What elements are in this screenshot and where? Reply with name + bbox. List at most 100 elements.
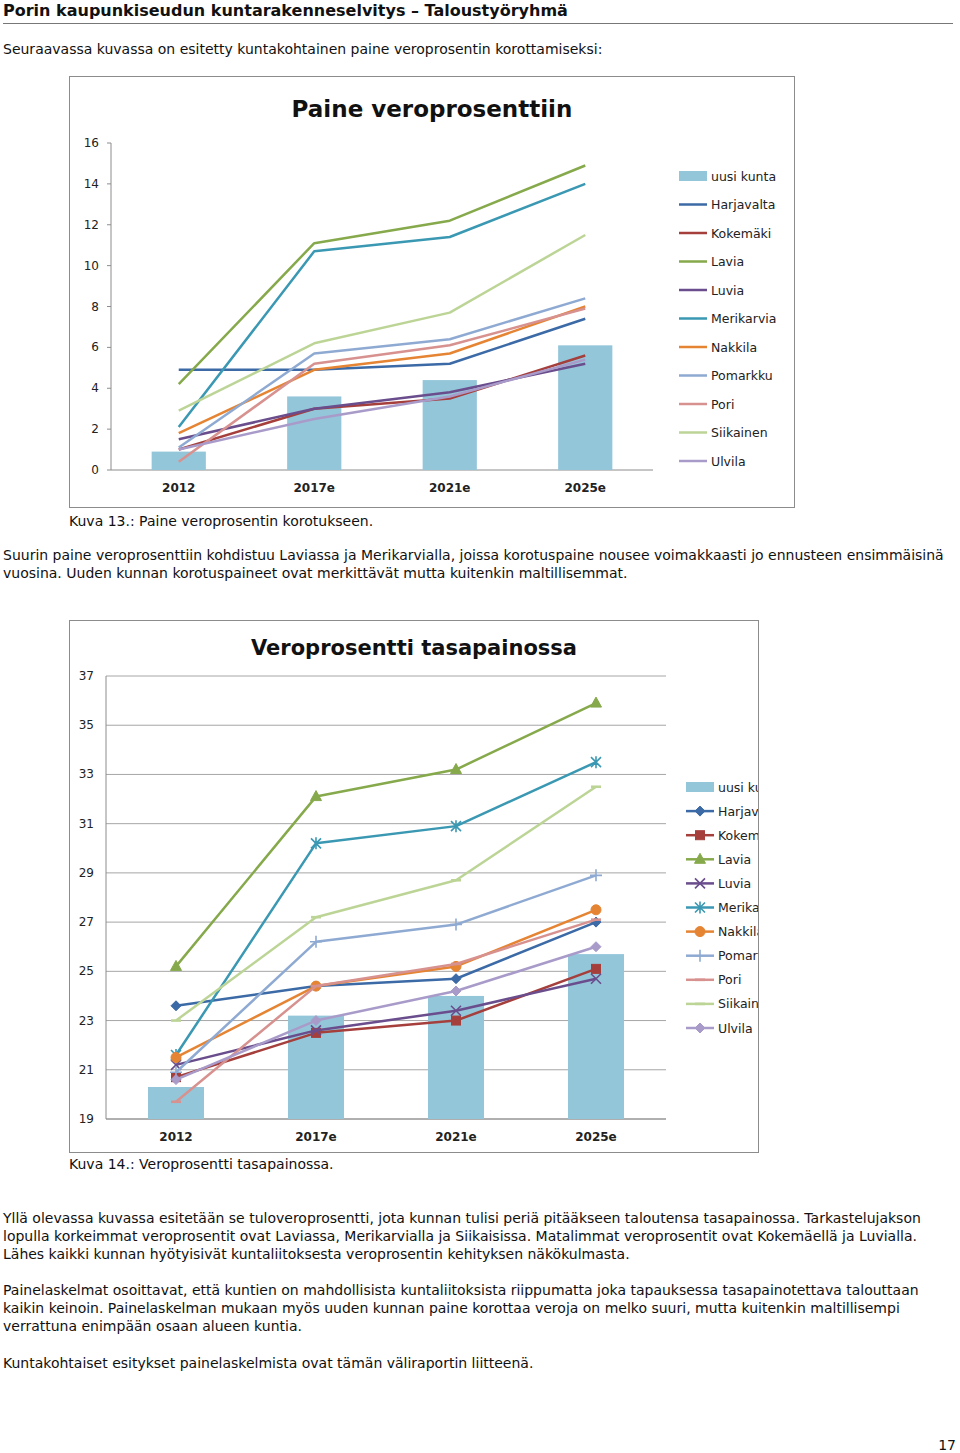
x-tick-label: 2017e [293, 481, 335, 495]
legend-marker [695, 902, 705, 914]
marker [311, 1016, 321, 1026]
marker [592, 964, 601, 973]
legend-marker [695, 978, 705, 981]
line [176, 920, 596, 1102]
legend-label: Pomarkku [711, 368, 773, 383]
legend-swatch [679, 232, 707, 235]
line [176, 947, 596, 1080]
legend-label: Nakkila [718, 924, 758, 939]
y-tick-label: 12 [84, 218, 99, 232]
y-tick-label: 25 [79, 964, 94, 978]
page-number: 17 [900, 1436, 956, 1453]
marker [591, 942, 601, 952]
bar [568, 954, 624, 1119]
marker [451, 1006, 461, 1016]
legend-swatch [679, 289, 707, 292]
y-tick-label: 4 [91, 381, 99, 395]
y-tick-label: 16 [84, 136, 99, 150]
chart-title: Veroprosentti tasapainossa [251, 636, 577, 660]
figure-caption: Kuva 14.: Veroprosentti tasapainossa. [69, 1155, 669, 1173]
x-tick-label: 2021e [435, 1130, 477, 1144]
grid-line [106, 872, 666, 873]
legend-label: Harjavalta [711, 197, 775, 212]
y-tick-label: 6 [91, 340, 99, 354]
bar [148, 1087, 204, 1119]
y-tick-label: 35 [79, 718, 94, 732]
legend-label: Pori [718, 972, 741, 987]
legend-swatch [679, 460, 707, 463]
marker [590, 869, 602, 881]
chart-svg: Paine veroprosenttiin0246810121416201220… [70, 77, 794, 507]
tick-mark [107, 143, 111, 144]
x-tick-label: 2012 [159, 1130, 192, 1144]
line [179, 356, 586, 450]
line [179, 309, 586, 462]
legend-marker [696, 831, 705, 840]
legend-label: uusi kunta [711, 169, 776, 184]
chart-frame: Paine veroprosenttiin0246810121416201220… [69, 76, 795, 508]
x-tick-label: 2017e [295, 1130, 337, 1144]
legend-swatch [679, 374, 707, 377]
legend-swatch [679, 260, 707, 263]
tick-mark [107, 224, 111, 225]
marker [451, 764, 462, 774]
legend-marker [695, 853, 706, 863]
marker [450, 919, 462, 931]
paragraph: Painelaskelmat osoittavat, että kuntien … [3, 1281, 953, 1335]
line [176, 762, 596, 1055]
marker [451, 820, 461, 832]
tick-mark [107, 347, 111, 348]
plot-area [148, 697, 624, 1119]
marker [171, 960, 182, 970]
legend-label: Ulvila [718, 1021, 753, 1036]
plot-area [152, 165, 613, 470]
y-tick-label: 0 [91, 463, 99, 477]
y-tick-label: 27 [79, 915, 94, 929]
legend-swatch [686, 1003, 714, 1006]
paragraph: Suurin paine veroprosenttiin kohdistuu L… [3, 546, 953, 582]
marker [451, 986, 461, 996]
legend-label: Lavia [718, 852, 751, 867]
chart-frame: Veroprosentti tasapainossa19212325272931… [69, 620, 759, 1153]
chart-title: Paine veroprosenttiin [292, 96, 573, 122]
legend-marker [695, 927, 705, 937]
legend-label: Siikainen [718, 996, 758, 1011]
line [176, 969, 596, 1077]
marker [591, 905, 601, 915]
marker [171, 1019, 181, 1022]
line [179, 184, 586, 427]
marker [171, 1075, 181, 1085]
chart-svg: Veroprosentti tasapainossa19212325272931… [70, 621, 758, 1152]
legend-marker [694, 950, 706, 962]
grid-line [106, 725, 666, 726]
y-tick-label: 31 [79, 817, 94, 831]
legend-label: Kokemäki [718, 828, 758, 843]
marker [451, 963, 461, 966]
legend-swatch [679, 203, 707, 206]
legend-label: Ulvila [711, 454, 746, 469]
marker [311, 837, 321, 849]
legend-swatch [679, 346, 707, 349]
line [179, 360, 586, 450]
paragraph: Kuntakohtaiset esitykset painelaskelmist… [3, 1354, 953, 1372]
tick-mark [107, 183, 111, 184]
y-tick-label: 33 [79, 767, 94, 781]
page-header: Porin kaupunkiseudun kuntarakenneselvity… [3, 1, 953, 24]
tick-mark [107, 265, 111, 266]
tick-mark [107, 306, 111, 307]
tick-mark [107, 429, 111, 430]
paragraph: Yllä olevassa kuvassa esitetään se tulov… [3, 1209, 953, 1263]
marker [591, 918, 601, 921]
y-tick-label: 19 [79, 1112, 94, 1126]
y-axis-line [111, 143, 112, 470]
legend-label: Pori [711, 397, 734, 412]
x-tick-label: 2021e [429, 481, 471, 495]
y-tick-label: 8 [91, 300, 99, 314]
legend-label: Nakkila [711, 340, 757, 355]
grid-line [106, 823, 666, 824]
intro-text: Seuraavassa kuvassa on esitetty kuntakoh… [3, 40, 953, 58]
marker [311, 791, 322, 801]
grid-line [106, 774, 666, 775]
line [179, 165, 586, 384]
x-tick-label: 2012 [162, 481, 195, 495]
